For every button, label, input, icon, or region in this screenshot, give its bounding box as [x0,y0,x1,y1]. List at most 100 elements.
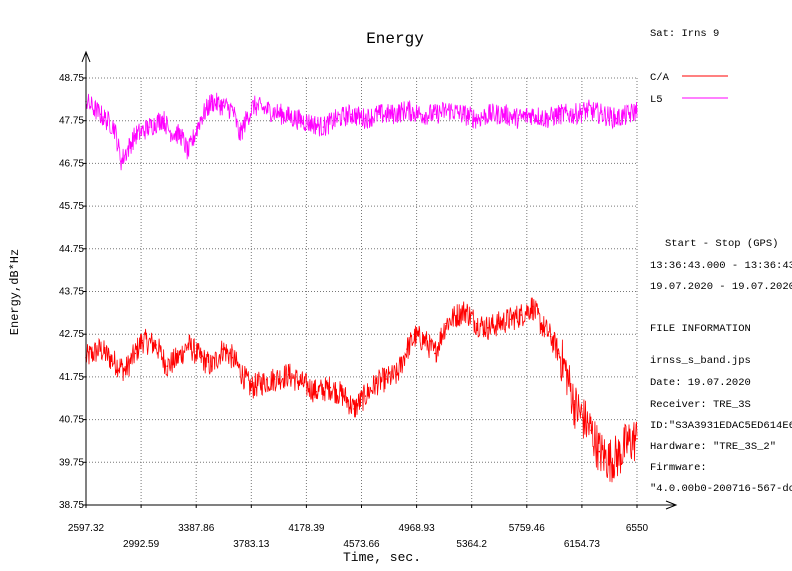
data-point [252,105,255,107]
data-point [487,327,489,329]
data-point [424,339,426,342]
data-point [322,126,325,128]
data-point [199,117,202,120]
data-point [187,344,189,346]
data-point [462,113,464,116]
start-stop-time: 13:36:43.000 - 13:36:43.000 [650,260,792,272]
data-point [113,126,116,128]
data-point [180,134,182,137]
data-point [549,335,552,338]
series-trace [85,297,638,483]
data-point [517,117,520,120]
x-tick-label: 3783.13 [233,539,270,550]
data-point [475,322,478,325]
data-point [559,113,562,116]
x-tick-label: 5364.2 [456,539,487,550]
data-point [636,438,638,440]
data-point [392,113,394,116]
x-tick-label: 4968.93 [399,523,436,534]
data-point [520,314,523,316]
x-tick-label: 2992.59 [123,539,160,550]
data-point [626,442,628,444]
data-point [169,130,171,133]
y-tick-label: 41.75 [59,372,84,383]
data-point [329,386,332,389]
data-point [531,305,534,308]
chart-grid [86,77,638,505]
data-point [434,113,436,116]
y-tick-label: 46.75 [59,158,84,169]
data-point [629,113,631,116]
data-point [134,352,136,355]
y-tick-label: 48.75 [59,73,84,84]
data-point [406,348,408,350]
data-point [353,408,355,410]
x-tick-label: 3387.86 [178,523,215,534]
data-point [120,160,122,163]
data-point [350,113,353,116]
x-tick-label: 4178.39 [288,523,325,534]
data-point [464,309,467,312]
data-point [238,134,241,137]
file-firmware-label: Firmware: [650,462,707,474]
data-point [250,386,252,389]
data-point [99,113,102,116]
data-point [475,117,478,120]
file-firmware: "4.0.00b0-200716-567-dcc6" [650,483,792,495]
data-point [545,117,548,120]
data-point [598,450,601,453]
data-point [509,318,511,321]
x-axis-label: Time, sec. [343,550,421,565]
data-point [434,352,436,355]
data-point [608,459,610,462]
data-point [343,395,346,397]
data-point [222,348,224,350]
data-point [445,322,447,325]
file-hardware: Hardware: "TRE_3S_2" [650,441,777,453]
data-point [294,117,297,120]
legend-label: C/A [650,72,670,84]
file-id: ID:"S3A3931EDAC5ED614E6A49C87 [650,420,792,432]
y-tick-label: 40.75 [59,415,84,426]
series-ca [85,297,638,483]
data-point [199,356,202,359]
x-tick-label: 6550 [626,523,649,534]
x-tick-label: 4573.66 [343,539,380,550]
data-point [336,117,339,120]
chart-title: Energy [366,30,424,48]
data-point [385,378,387,380]
data-point [498,322,500,325]
data-point [155,344,157,346]
data-point [177,356,180,359]
data-point [618,455,620,457]
data-point [364,395,367,397]
satellite-label: Sat: Irns 9 [650,28,720,40]
data-point [113,361,116,363]
data-point [615,117,617,120]
x-tick-label: 6154.73 [564,539,601,550]
data-point [448,109,450,111]
data-point [245,117,248,120]
data-point [222,105,224,107]
data-point [396,374,399,376]
data-point [590,429,592,432]
file-name: irnss_s_band.jps [650,355,751,367]
data-point [287,374,290,376]
data-point [301,382,304,385]
data-point [273,378,276,380]
data-point [231,356,234,359]
data-point [364,117,367,120]
data-point [573,113,576,116]
data-point [531,113,534,116]
data-point [573,403,576,406]
file-date: Date: 19.07.2020 [650,377,751,389]
data-point [456,314,459,316]
data-point [266,109,269,111]
data-point [558,352,560,355]
file-receiver: Receiver: TRE_3S [650,399,751,411]
data-point [308,122,311,124]
y-tick-label: 44.75 [59,244,84,255]
data-point [315,391,318,393]
x-tick-label: 2597.32 [68,523,105,534]
